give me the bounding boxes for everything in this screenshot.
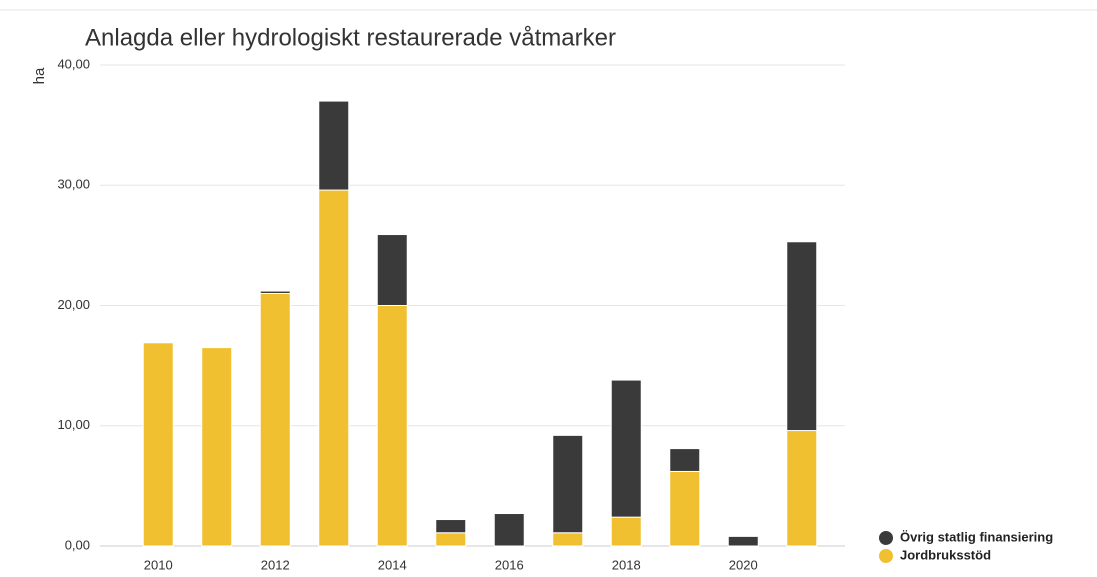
bar-segment bbox=[435, 532, 467, 547]
y-tick-label: 40,00 bbox=[57, 56, 90, 71]
x-tick-label: 2016 bbox=[495, 557, 524, 572]
bar-segment bbox=[376, 305, 408, 547]
bar-segment bbox=[259, 290, 291, 294]
bar-segment bbox=[786, 241, 818, 432]
y-tick-label: 0,00 bbox=[65, 537, 90, 552]
bar-segment bbox=[669, 470, 701, 547]
y-tick-label: 30,00 bbox=[57, 177, 90, 192]
x-tick-label: 2010 bbox=[144, 557, 173, 572]
x-tick-label: 2020 bbox=[729, 557, 758, 572]
bar-segment bbox=[376, 234, 408, 307]
x-tick-label: 2012 bbox=[261, 557, 290, 572]
bar-segment bbox=[552, 532, 584, 547]
x-tick-label: 2014 bbox=[378, 557, 407, 572]
legend-label: Jordbruksstöd bbox=[900, 547, 991, 562]
bar-segment bbox=[727, 535, 759, 547]
legend-marker bbox=[879, 549, 893, 563]
legend-label: Övrig statlig finansiering bbox=[900, 529, 1053, 544]
x-tick-label: 2018 bbox=[612, 557, 641, 572]
bar-segment bbox=[493, 513, 525, 547]
y-tick-label: 10,00 bbox=[57, 417, 90, 432]
legend-marker bbox=[879, 531, 893, 545]
bar-segment bbox=[318, 100, 350, 191]
bar-segment bbox=[435, 519, 467, 534]
bar-segment bbox=[318, 189, 350, 547]
chart-title: Anlagda eller hydrologiskt restaurerade … bbox=[85, 24, 616, 51]
bar-segment bbox=[259, 292, 291, 547]
bar-segment bbox=[142, 342, 174, 547]
y-tick-label: 20,00 bbox=[57, 297, 90, 312]
bar-segment bbox=[201, 347, 233, 547]
bar-segment bbox=[669, 448, 701, 472]
bar-segment bbox=[552, 434, 584, 534]
y-axis-label: ha bbox=[31, 67, 48, 84]
bar-segment bbox=[610, 516, 642, 547]
bar-segment bbox=[610, 379, 642, 518]
bar-segment bbox=[786, 430, 818, 547]
